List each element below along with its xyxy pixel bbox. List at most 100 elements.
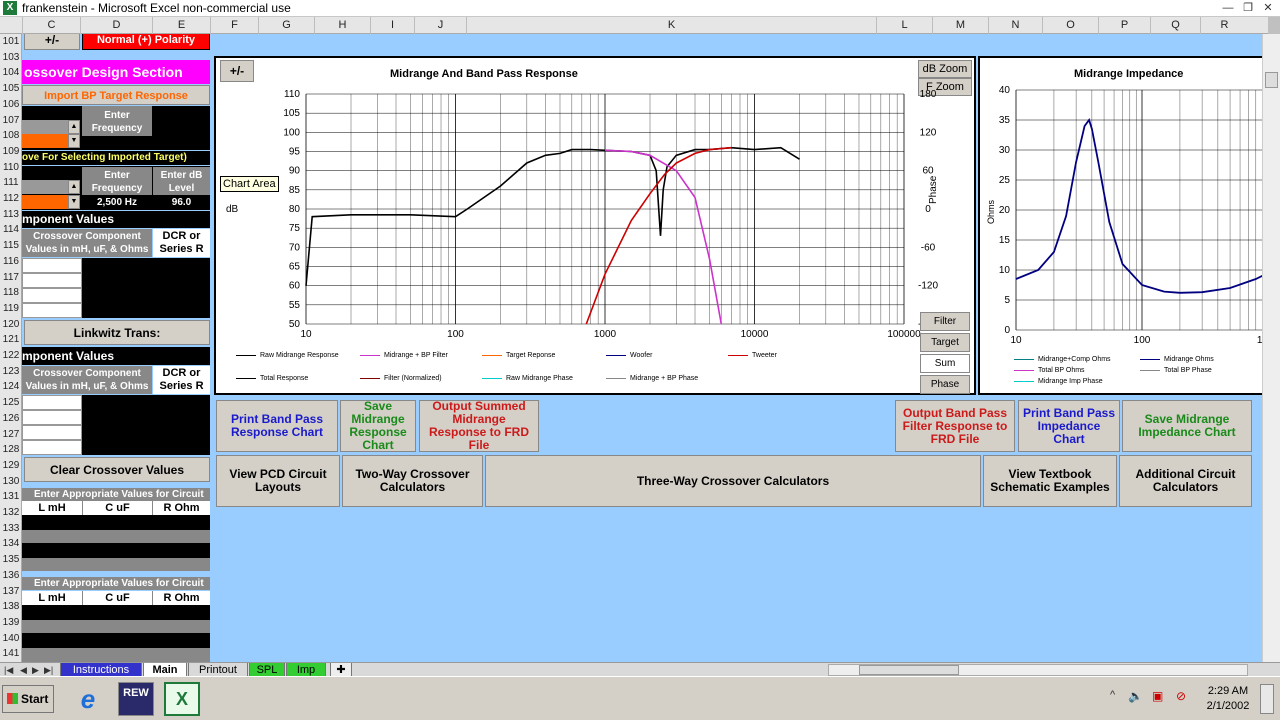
row-number[interactable]: 114 (3, 224, 19, 236)
three-way-calculators-button[interactable]: Three-Way Crossover Calculators (485, 455, 981, 507)
column-header-cell[interactable]: Q (1150, 17, 1200, 34)
insert-sheet-icon[interactable]: ✚ (330, 663, 352, 677)
vertical-scrollbar[interactable] (1262, 34, 1280, 662)
column-header-cell[interactable]: O (1042, 17, 1098, 34)
row-number[interactable]: 110 (3, 161, 19, 173)
phase-button[interactable]: Phase (920, 375, 970, 394)
row-number[interactable]: 134 (2, 538, 20, 550)
import-bp-target-button[interactable]: Import BP Target Response (22, 85, 210, 105)
component-input-cell[interactable] (22, 410, 82, 425)
row-number[interactable]: 106 (2, 98, 20, 110)
row-number[interactable]: 115 (3, 240, 19, 252)
row-number[interactable]: 140 (2, 632, 20, 644)
frequency-value[interactable]: 2,500 Hz (96, 197, 138, 208)
midrange-response-chart[interactable]: +/- Midrange And Band Pass Response dB Z… (214, 56, 976, 395)
print-band-pass-response-button[interactable]: Print Band Pass Response Chart (216, 400, 338, 452)
row-number[interactable]: 136 (2, 569, 20, 581)
db-zoom-button[interactable]: dB Zoom (918, 60, 972, 78)
row-number[interactable]: 111 (3, 177, 19, 189)
horizontal-scrollbar[interactable] (828, 664, 1248, 676)
filter-button[interactable]: Filter (920, 312, 970, 331)
row-number[interactable]: 120 (2, 318, 20, 330)
save-midrange-response-button[interactable]: Save Midrange Response Chart (340, 400, 416, 452)
component-input-cell[interactable] (22, 440, 82, 455)
column-header-cell[interactable]: J (414, 17, 466, 34)
row-number[interactable]: 109 (2, 145, 20, 157)
column-header-cell[interactable]: K (466, 17, 876, 34)
scroll-thumb[interactable] (859, 665, 959, 675)
row-number[interactable]: 141 (2, 648, 20, 660)
tab-printout[interactable]: Printout (188, 663, 248, 677)
normal-polarity-button[interactable]: Normal (+) Polarity (82, 34, 210, 50)
row-number[interactable]: 108 (2, 130, 20, 142)
row-number[interactable]: 104 (2, 67, 20, 79)
row-number[interactable]: 103 (2, 51, 20, 63)
spinner-up-button[interactable]: ▲ (68, 180, 80, 194)
values-row[interactable] (22, 515, 210, 530)
row-number[interactable]: 132 (2, 507, 20, 518)
linkwitz-trans-button[interactable]: Linkwitz Trans: (24, 320, 210, 345)
row-number[interactable]: 137 (2, 585, 20, 597)
values-row[interactable] (22, 543, 210, 558)
values-row[interactable] (22, 605, 210, 620)
output-band-pass-filter-frd-button[interactable]: Output Band Pass Filter Response to FRD … (895, 400, 1015, 452)
show-desktop-button[interactable] (1260, 684, 1274, 714)
column-header-cell[interactable]: L (876, 17, 932, 34)
view-pcd-layouts-button[interactable]: View PCD Circuit Layouts (216, 455, 340, 507)
row-number[interactable]: 131 (2, 491, 20, 503)
tab-main[interactable]: Main (143, 663, 187, 677)
row-number[interactable]: 125 (2, 397, 20, 409)
first-sheet-button[interactable]: |◀ (4, 665, 14, 675)
row-number[interactable]: 128 (2, 444, 20, 456)
values-row[interactable] (22, 530, 210, 543)
column-header-cell[interactable]: H (314, 17, 370, 34)
row-number[interactable]: 124 (2, 381, 20, 393)
row-number[interactable]: 126 (2, 412, 20, 424)
spinner-up-button[interactable]: ▲ (68, 120, 80, 134)
column-header-cell[interactable]: F (210, 17, 258, 34)
row-number[interactable]: 135 (2, 554, 20, 566)
f-zoom-button[interactable]: F Zoom (918, 78, 972, 96)
target-button[interactable]: Target (920, 333, 970, 352)
textbook-schematic-examples-button[interactable]: View Textbook Schematic Examples (983, 455, 1117, 507)
component-input-cell[interactable] (22, 258, 82, 273)
internet-explorer-icon[interactable]: e (80, 684, 96, 714)
row-number[interactable]: 112 (3, 193, 19, 204)
row-number[interactable]: 129 (2, 459, 20, 471)
values-row[interactable] (22, 620, 210, 633)
tray-expand-icon[interactable]: ^ (1110, 689, 1116, 701)
excel-taskbar-icon[interactable]: X (164, 682, 200, 716)
prev-sheet-button[interactable]: ◀ (20, 665, 27, 675)
column-header-cell[interactable]: E (152, 17, 210, 34)
column-header-cell[interactable]: C (22, 17, 80, 34)
component-input-cell[interactable] (22, 288, 82, 303)
component-input-cell[interactable] (22, 303, 82, 318)
component-input-cell[interactable] (22, 273, 82, 288)
row-number[interactable]: 117 (3, 271, 19, 283)
chart-polarity-button[interactable]: +/- (220, 60, 254, 82)
worksheet[interactable]: +/- Normal (+) Polarity ossover Design S… (22, 34, 1268, 662)
row-number[interactable]: 133 (2, 522, 20, 534)
column-header-cell[interactable]: D (80, 17, 152, 34)
network-icon[interactable]: ▣ (1152, 689, 1164, 703)
tab-imp[interactable]: Imp (286, 663, 326, 677)
row-number[interactable]: 127 (2, 428, 20, 440)
additional-circuit-calculators-button[interactable]: Additional Circuit Calculators (1119, 455, 1252, 507)
column-header-cell[interactable]: R (1200, 17, 1248, 34)
row-number[interactable]: 113 (3, 208, 19, 220)
row-number[interactable]: 105 (2, 83, 20, 95)
row-number[interactable]: 138 (2, 601, 20, 613)
component-input-cell[interactable] (22, 395, 82, 410)
column-header-cell[interactable]: I (370, 17, 414, 34)
db-level-value[interactable]: 96.0 (171, 197, 192, 208)
row-number[interactable]: 121 (2, 334, 20, 346)
component-input-cell[interactable] (22, 425, 82, 440)
column-header-cell[interactable]: G (258, 17, 314, 34)
output-summed-midrange-frd-button[interactable]: Output Summed Midrange Response to FRD F… (419, 400, 539, 452)
spinner-down-button[interactable]: ▼ (68, 134, 80, 148)
row-number[interactable]: 119 (3, 302, 19, 314)
start-button[interactable]: Start (2, 685, 54, 713)
close-button[interactable]: ✕ (1263, 2, 1273, 14)
system-clock[interactable]: 2:29 AM 2/1/2002 (1203, 684, 1253, 714)
values-row[interactable] (22, 558, 210, 571)
